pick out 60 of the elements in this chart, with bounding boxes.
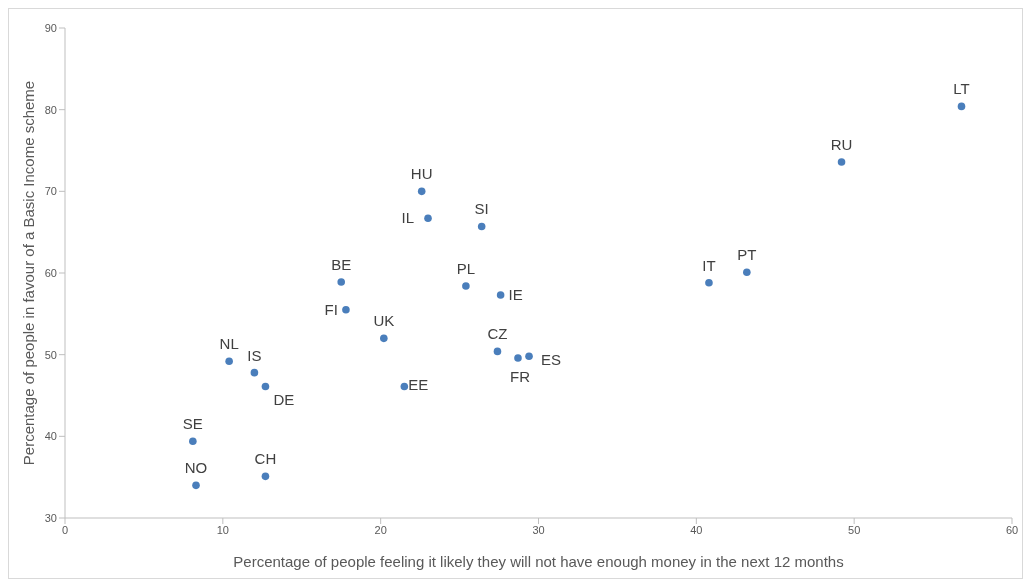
point [380,334,388,343]
annotation: UK [373,312,395,330]
annotation: IL [401,209,415,227]
annotation: SE [182,415,203,433]
y-tick-label: 50 [44,348,57,361]
annotation: IS [247,346,262,364]
x-tick-label: 20 [374,523,387,536]
x-tick-label: 60 [1005,523,1019,536]
point [525,352,533,361]
annotation: DE [273,390,295,408]
point [462,282,470,290]
y-tick-label: 90 [44,21,57,34]
point [400,382,409,391]
annotation: LT [953,80,970,98]
x-tick-label: 50 [848,523,861,536]
point [477,222,486,231]
point [743,268,751,276]
x-tick-label: 30 [532,523,545,536]
point [493,347,502,356]
point [957,102,966,111]
point [261,472,270,481]
y-tick-label: 70 [44,185,57,198]
annotation: IE [508,286,523,304]
point [337,278,346,286]
point [424,214,432,223]
point [189,437,197,446]
point [250,368,259,377]
point [192,481,200,490]
annotation: PT [737,246,757,264]
y-tick-label: 30 [44,511,57,524]
annotation: CZ [487,325,508,343]
point [261,382,270,391]
annotation: IT [702,256,716,274]
point [417,187,426,196]
x-axis-title: Percentage of people feeling it likely they will not have enough money in the next 12 months [233,552,844,570]
point [342,305,350,314]
point [225,357,233,365]
annotation: ES [541,351,562,369]
annotation: NL [219,335,239,353]
y-tick-label: 80 [44,103,57,116]
point [705,279,713,287]
annotation: EE [408,375,429,393]
x-tick-label: 0 [61,523,69,536]
annotation: FI [324,300,338,318]
x-tick-label: 40 [690,523,703,536]
point [496,291,505,299]
annotation: PL [456,260,476,278]
annotation: FR [509,367,531,385]
annotation: SI [474,200,489,218]
annotation: BE [331,255,352,273]
point [514,354,522,362]
x-tick-label: 10 [216,523,229,536]
annotation: RU [830,135,853,153]
annotation: CH [254,450,277,468]
annotation: HU [410,165,433,183]
annotation: NO [184,459,208,477]
y-axis-title: Percentage of people in favour of a Basic Income scheme [20,80,38,466]
point [837,158,846,166]
y-tick-label: 40 [44,430,57,443]
y-tick-label: 60 [44,266,57,279]
